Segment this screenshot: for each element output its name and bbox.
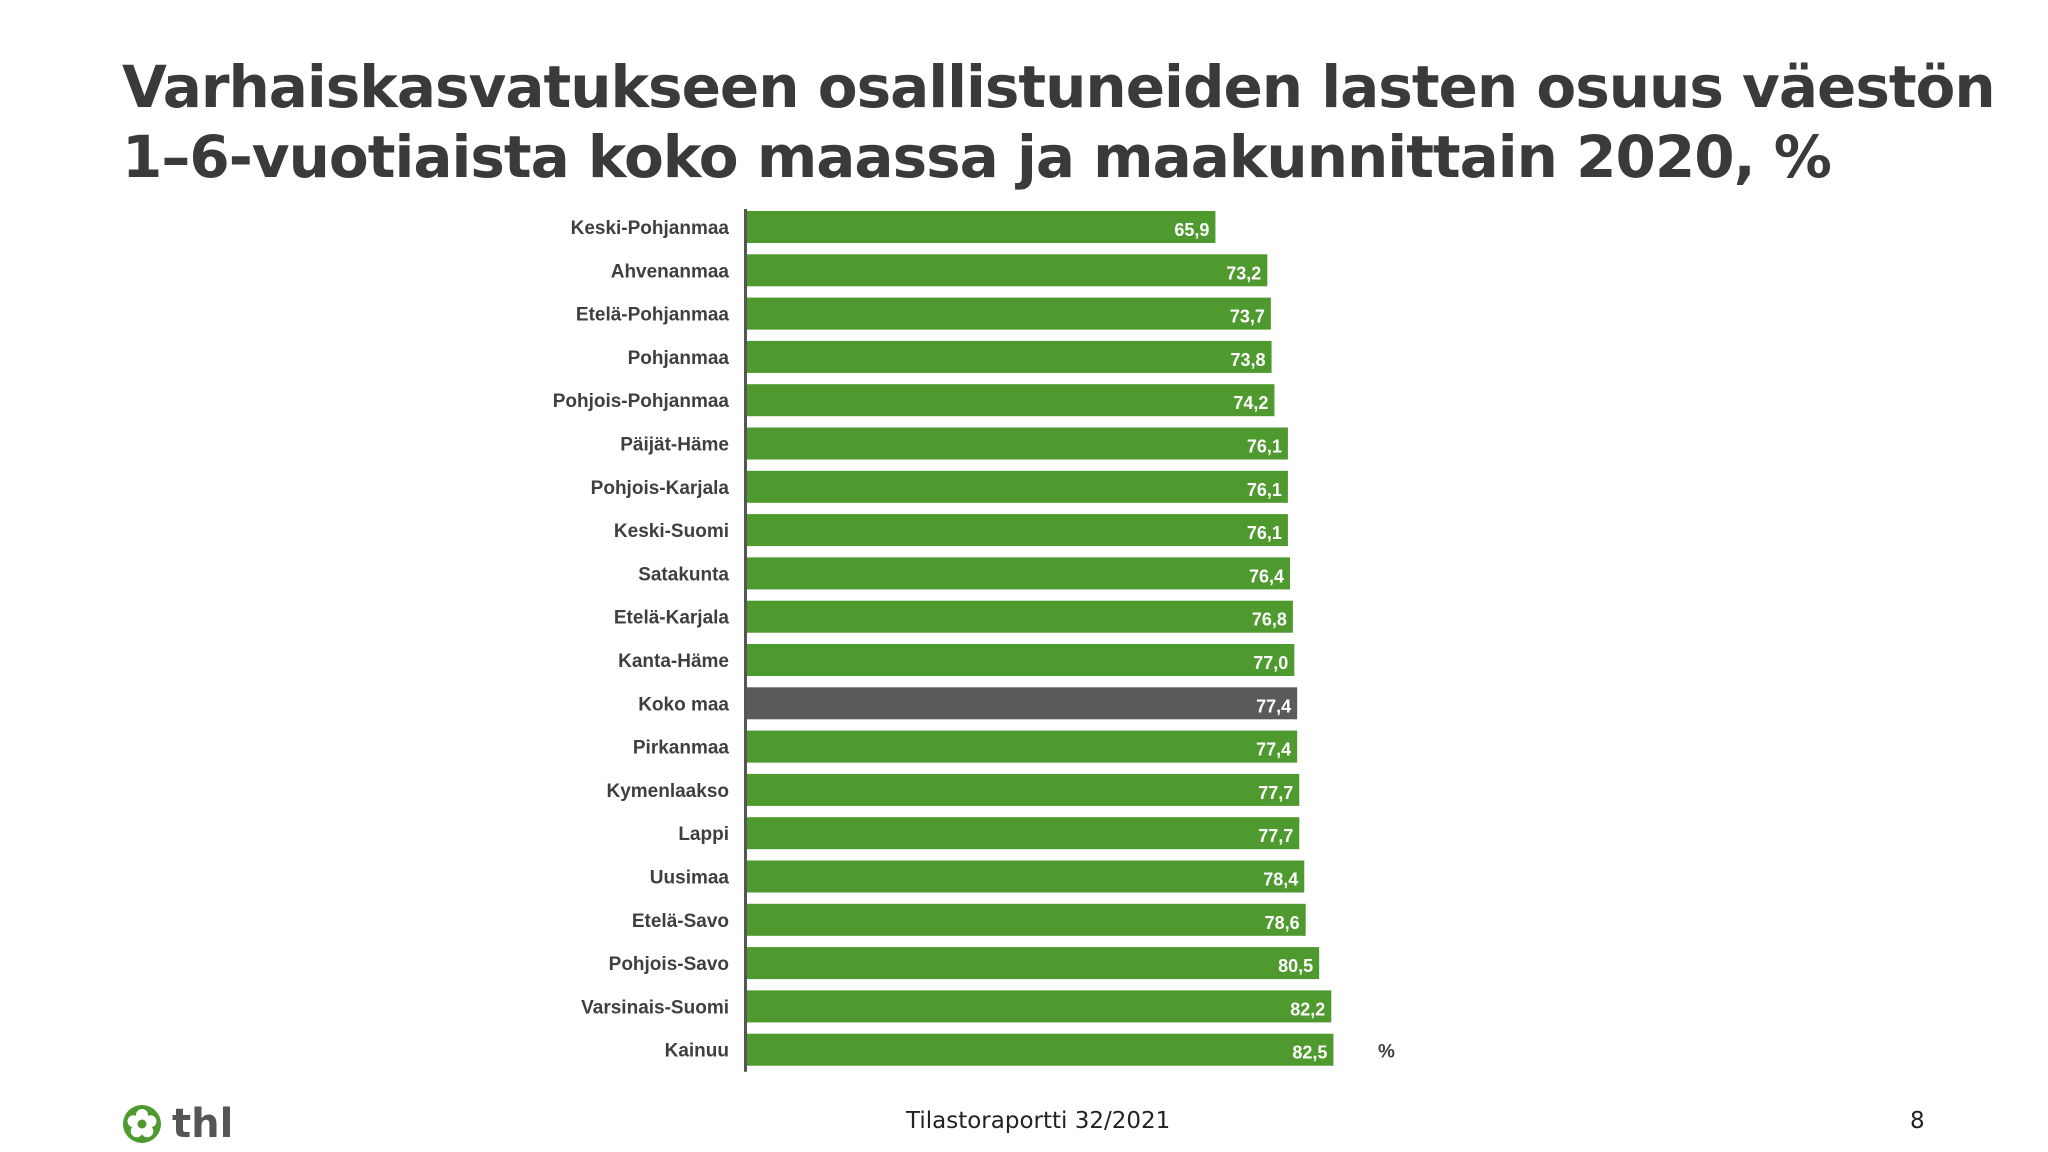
category-label: Uusimaa — [650, 868, 730, 889]
data-label: 73,7 — [1230, 307, 1265, 327]
bar — [747, 860, 1305, 893]
data-label: 76,1 — [1247, 437, 1282, 457]
data-label: 76,8 — [1252, 610, 1287, 630]
data-label: 73,2 — [1226, 263, 1261, 283]
bar — [747, 427, 1288, 460]
data-label: 78,4 — [1263, 870, 1298, 890]
page-title: Varhaiskasvatukseen osallistuneiden last… — [122, 52, 2022, 192]
data-label: 82,2 — [1290, 999, 1325, 1019]
bar — [747, 514, 1288, 547]
data-label: 77,0 — [1253, 653, 1288, 673]
thl-logo: thl — [122, 1102, 233, 1146]
logo-text: thl — [172, 1101, 234, 1147]
data-label: 73,8 — [1231, 350, 1266, 370]
category-label: Satakunta — [638, 564, 729, 585]
bar — [747, 384, 1275, 417]
data-label: 77,4 — [1256, 740, 1291, 760]
unit-label: % — [1378, 1042, 1395, 1063]
category-label: Lappi — [678, 824, 729, 845]
data-label: 82,5 — [1292, 1043, 1327, 1063]
category-label: Kymenlaakso — [606, 781, 729, 802]
category-label: Ahvenanmaa — [611, 261, 730, 282]
category-label: Pohjois-Savo — [609, 954, 729, 975]
category-label: Etelä-Pohjanmaa — [576, 305, 730, 326]
data-label: 74,2 — [1233, 393, 1268, 413]
data-label: 76,1 — [1247, 480, 1282, 500]
category-label: Etelä-Savo — [632, 911, 729, 932]
bar — [747, 297, 1271, 330]
category-label: Kanta-Häme — [618, 651, 729, 672]
category-label: Koko maa — [638, 694, 729, 715]
data-label: 76,1 — [1247, 523, 1282, 543]
data-label: 76,4 — [1249, 566, 1284, 586]
data-label: 77,7 — [1258, 826, 1293, 846]
category-label: Pohjois-Karjala — [591, 478, 730, 499]
bar — [747, 340, 1272, 373]
bar — [747, 990, 1332, 1023]
bar — [747, 254, 1268, 287]
bar — [747, 1033, 1334, 1066]
bar — [747, 557, 1291, 590]
bar — [747, 470, 1288, 503]
category-label: Varsinais-Suomi — [581, 997, 729, 1018]
flower-icon — [123, 1105, 161, 1143]
bar — [747, 211, 1216, 243]
page-number: 8 — [1910, 1108, 1925, 1134]
bar — [747, 644, 1295, 676]
data-label: 80,5 — [1278, 956, 1313, 976]
category-label: Pirkanmaa — [633, 738, 730, 759]
data-label: 78,6 — [1265, 913, 1300, 933]
category-label: Pohjois-Pohjanmaa — [553, 391, 730, 412]
bar — [747, 730, 1298, 763]
bar-highlight — [747, 687, 1298, 720]
report-name: Tilastoraportti 32/2021 — [906, 1108, 1171, 1134]
title-line-2: 1–6-vuotiaista koko maassa ja maakunnitt… — [122, 123, 1832, 191]
data-label: 65,9 — [1174, 220, 1209, 240]
bar — [747, 817, 1300, 850]
data-label: 77,4 — [1256, 696, 1291, 716]
data-label: 77,7 — [1258, 783, 1293, 803]
category-label: Päijät-Häme — [620, 435, 729, 456]
title-line-1: Varhaiskasvatukseen osallistuneiden last… — [122, 53, 1996, 121]
category-label: Etelä-Karjala — [614, 608, 730, 629]
bar — [747, 773, 1300, 806]
bar — [747, 947, 1320, 980]
category-label: Kainuu — [665, 1041, 729, 1062]
bar — [747, 903, 1306, 936]
bar — [747, 600, 1293, 633]
category-label: Pohjanmaa — [628, 348, 730, 369]
category-label: Keski-Suomi — [614, 521, 729, 542]
category-label: Keski-Pohjanmaa — [571, 218, 730, 239]
